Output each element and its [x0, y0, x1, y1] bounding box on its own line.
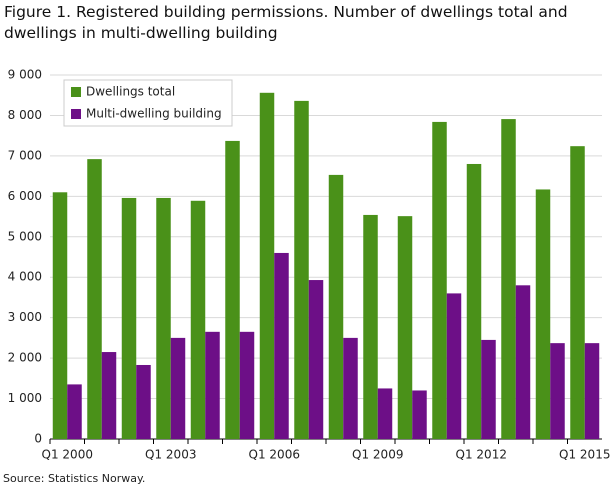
legend-label: Dwellings total — [86, 85, 175, 99]
bar — [205, 331, 220, 439]
bar — [397, 216, 413, 439]
y-tick-label: 0 — [34, 432, 42, 446]
bar — [584, 343, 600, 439]
y-tick-label: 5 000 — [8, 229, 42, 243]
bar — [432, 121, 447, 439]
y-tick-label: 2 000 — [8, 351, 42, 365]
y-tick-label: 1 000 — [8, 391, 42, 405]
bar — [412, 390, 427, 439]
bar — [328, 174, 344, 440]
bar — [170, 337, 186, 439]
bar — [377, 388, 393, 439]
bar — [52, 192, 68, 439]
y-tick-label: 8 000 — [8, 108, 42, 122]
bar — [515, 285, 531, 439]
bar — [156, 197, 171, 439]
bar — [294, 100, 309, 439]
bar — [343, 337, 358, 439]
legend-box — [63, 79, 233, 127]
source: Source: Statistics Norway. — [3, 472, 145, 485]
bar — [136, 364, 151, 439]
bar — [501, 119, 516, 439]
bar — [570, 146, 585, 439]
y-tick-label: 9 000 — [8, 68, 42, 82]
bar — [466, 163, 482, 439]
bar — [535, 189, 551, 439]
y-tick-label: 6 000 — [8, 189, 42, 203]
x-tick-label: Q1 2006 — [249, 448, 300, 462]
bar — [363, 214, 378, 439]
legend-swatch — [71, 87, 81, 97]
x-tick-label: Q1 2003 — [145, 448, 196, 462]
y-tick-label: 3 000 — [8, 310, 42, 324]
bar — [259, 92, 275, 439]
bar — [550, 343, 565, 439]
bar — [67, 384, 82, 439]
bar — [121, 197, 137, 439]
bar — [239, 331, 255, 439]
x-tick-label: Q1 2012 — [456, 448, 507, 462]
bar — [481, 339, 496, 439]
legend-label: Multi-dwelling building — [86, 107, 222, 121]
bar — [101, 352, 117, 439]
bar — [225, 140, 240, 439]
bar — [274, 252, 289, 439]
bar — [87, 159, 102, 439]
bar — [446, 293, 462, 439]
x-tick-label: Q1 2009 — [352, 448, 403, 462]
x-tick-label: Q1 2000 — [42, 448, 93, 462]
bar — [190, 200, 206, 439]
x-tick-label: Q1 2015 — [559, 448, 610, 462]
y-tick-label: 7 000 — [8, 148, 42, 162]
y-tick-label: 4 000 — [8, 270, 42, 284]
bar — [308, 280, 324, 439]
legend-swatch — [71, 109, 81, 119]
chart-title: Figure 1. Registered building permission… — [4, 3, 568, 42]
